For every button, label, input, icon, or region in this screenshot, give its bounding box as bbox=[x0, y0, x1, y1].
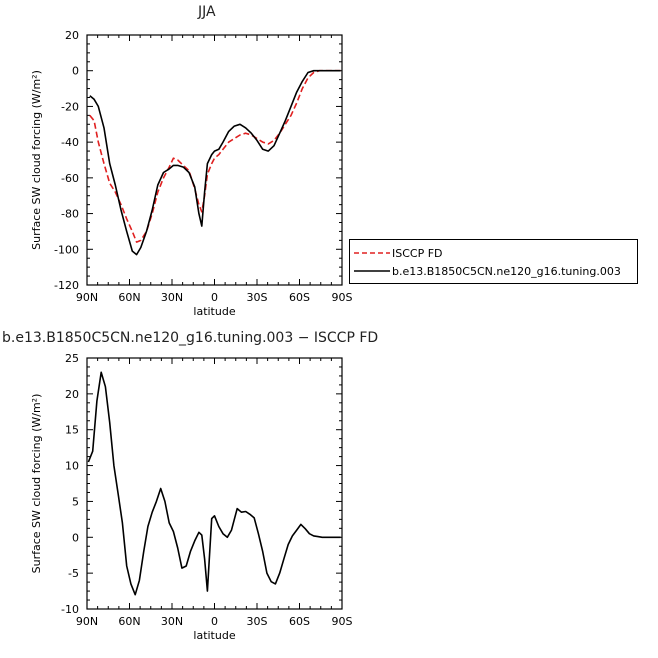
y-tick-label: -20 bbox=[61, 100, 79, 113]
y-tick-label: 20 bbox=[65, 388, 79, 401]
y-tick-label: 15 bbox=[65, 424, 79, 437]
x-axis-label: latitude bbox=[193, 629, 235, 642]
x-tick-label: 60S bbox=[289, 291, 310, 304]
plot-frame bbox=[86, 34, 343, 286]
legend-swatch-dashed-red bbox=[354, 252, 390, 254]
x-tick-label: 90N bbox=[76, 291, 98, 304]
y-tick-label: -120 bbox=[54, 279, 79, 292]
y-tick-label: -100 bbox=[54, 243, 79, 256]
legend-swatch-solid-black bbox=[354, 270, 390, 272]
y-tick-label: -40 bbox=[61, 136, 79, 149]
y-tick-label: 20 bbox=[65, 29, 79, 42]
x-tick-label: 0 bbox=[211, 615, 218, 628]
x-tick-label: 0 bbox=[211, 291, 218, 304]
y-tick-label: 10 bbox=[65, 460, 79, 473]
y-tick-label: 0 bbox=[72, 65, 79, 78]
legend-label-model: b.e13.B1850C5CN.ne120_g16.tuning.003 bbox=[392, 264, 621, 278]
series-line-0 bbox=[89, 69, 341, 243]
x-tick-label: 90N bbox=[76, 615, 98, 628]
y-tick-label: -10 bbox=[61, 603, 79, 616]
legend-entry-isccp: ISCCP FD bbox=[354, 244, 443, 262]
x-tick-label: 90S bbox=[332, 615, 353, 628]
x-tick-label: 30S bbox=[247, 291, 268, 304]
top-chart-title: JJA bbox=[198, 4, 216, 20]
bottom-chart-title: b.e13.B1850C5CN.ne120_g16.tuning.003 − I… bbox=[2, 330, 379, 346]
y-tick-label: 0 bbox=[72, 531, 79, 544]
plot-1: 90N 60N 30N 0 30S 60S 90S 25 20 15 10 5 0 -5 -10 latitu… bbox=[30, 352, 353, 642]
legend-label-isccp: ISCCP FD bbox=[392, 246, 443, 260]
x-tick-label: 60N bbox=[118, 291, 140, 304]
x-tick-label: 60N bbox=[118, 615, 140, 628]
y-tick-label: -80 bbox=[61, 208, 79, 221]
y-tick-label: -5 bbox=[68, 567, 79, 580]
x-axis-label: latitude bbox=[193, 305, 235, 318]
y-axis-label: Surface SW cloud forcing (W/m²) bbox=[30, 394, 43, 574]
series-line-0 bbox=[87, 371, 341, 596]
y-tick-label: -60 bbox=[61, 172, 79, 185]
legend: ISCCP FD b.e13.B1850C5CN.ne120_g16.tunin… bbox=[349, 239, 638, 284]
legend-entry-model: b.e13.B1850C5CN.ne120_g16.tuning.003 bbox=[354, 262, 621, 280]
series-line-1 bbox=[89, 69, 341, 256]
y-axis-label: Surface SW cloud forcing (W/m²) bbox=[30, 70, 43, 250]
x-tick-label: 30N bbox=[161, 291, 183, 304]
x-tick-label: 30N bbox=[161, 615, 183, 628]
x-tick-label: 90S bbox=[332, 291, 353, 304]
plot-frame bbox=[86, 357, 343, 610]
x-tick-label: 60S bbox=[289, 615, 310, 628]
plot-0: 90N 60N 30N 0 30S 60S 90S 20 0 -20 -40 -60 -80 -100 -1… bbox=[30, 29, 353, 318]
y-tick-label: 5 bbox=[72, 495, 79, 508]
x-tick-label: 30S bbox=[247, 615, 268, 628]
y-tick-label: 25 bbox=[65, 352, 79, 365]
